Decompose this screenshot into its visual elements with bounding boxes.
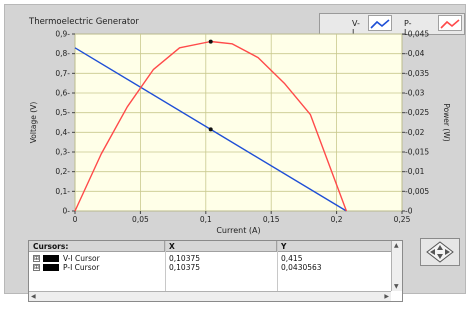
y-tick-label: 0,5- bbox=[55, 108, 70, 117]
cursor-y-value[interactable]: 0,0430563 bbox=[281, 263, 322, 272]
x-tick-label: 0,25 bbox=[394, 215, 411, 224]
y-tick-label: 0- bbox=[63, 207, 71, 216]
y2-tick-label: -0,04 bbox=[405, 49, 425, 58]
horizontal-scrollbar[interactable]: ◀ ▶ bbox=[29, 291, 391, 301]
scroll-left-icon[interactable]: ◀ bbox=[31, 293, 36, 300]
cursor-header-name: Cursors: bbox=[29, 241, 165, 252]
x-tick-label: 0,05 bbox=[132, 215, 149, 224]
y2-tick-label: -0,015 bbox=[405, 148, 429, 157]
cursor-table[interactable]: Cursors: X Y ⊞ V-I Cursor 0,10375 0,415 … bbox=[28, 240, 403, 302]
legend-swatch-pi[interactable] bbox=[438, 15, 462, 31]
cursor-header-x: X bbox=[165, 241, 277, 252]
y-tick-label: 0,6- bbox=[55, 89, 70, 98]
column-divider bbox=[277, 241, 278, 291]
legend-label-pi: P-I bbox=[404, 19, 412, 37]
cursor-header-y: Y bbox=[277, 241, 393, 252]
x-axis-ticks: 0 0,05 0,1 0,15 0,2 0,25 bbox=[73, 211, 411, 224]
x-axis-label: Current (A) bbox=[216, 226, 260, 235]
scroll-right-icon[interactable]: ▶ bbox=[384, 293, 389, 300]
y-tick-label: 0,8- bbox=[55, 49, 70, 58]
y2-tick-label: -0,045 bbox=[405, 30, 429, 39]
expand-icon[interactable]: ⊞ bbox=[33, 255, 40, 262]
legend-swatch-vi[interactable] bbox=[368, 15, 392, 31]
y2-axis-label: Power (W) bbox=[442, 103, 451, 141]
x-tick-label: 0,2 bbox=[331, 215, 343, 224]
column-divider bbox=[165, 241, 166, 291]
y-axis-label: Voltage (V) bbox=[29, 102, 38, 144]
legend-line-pi-icon bbox=[440, 19, 460, 29]
cursor-color-swatch[interactable] bbox=[43, 264, 59, 271]
expand-icon[interactable]: ⊞ bbox=[33, 264, 40, 271]
x-tick-label: 0,15 bbox=[263, 215, 280, 224]
scroll-up-icon[interactable]: ▲ bbox=[394, 242, 399, 249]
cursor-x-value[interactable]: 0,10375 bbox=[169, 254, 201, 263]
y-tick-label: 0,3- bbox=[55, 148, 70, 157]
x-tick-label: 0,1 bbox=[200, 215, 212, 224]
plot-area[interactable] bbox=[74, 33, 403, 212]
cursor-marker-p-i bbox=[208, 39, 213, 44]
y2-tick-label: -0,035 bbox=[405, 69, 429, 78]
y-tick-label: 0,2- bbox=[55, 167, 70, 176]
y-axis-ticks: 0- 0,1- 0,2- 0,3- 0,4- 0,5- 0,6- 0,7- 0,8- 0,9- bbox=[55, 30, 75, 216]
x-tick-label: 0 bbox=[73, 215, 78, 224]
cursor-move-button[interactable] bbox=[420, 238, 460, 266]
vertical-scrollbar[interactable]: ▲ ▼ bbox=[391, 241, 402, 291]
cursor-name: P-I Cursor bbox=[63, 263, 100, 272]
legend-label-vi: V-I bbox=[352, 19, 360, 37]
y2-tick-label: -0,02 bbox=[405, 128, 425, 137]
cursor-y-value[interactable]: 0,415 bbox=[281, 254, 303, 263]
diamond-arrows-icon[interactable] bbox=[421, 239, 459, 265]
y2-tick-label: -0,005 bbox=[405, 187, 429, 196]
y2-tick-label: -0,025 bbox=[405, 108, 429, 117]
y-tick-label: 0,1- bbox=[55, 187, 70, 196]
y-tick-label: 0,9- bbox=[55, 30, 70, 39]
graph-title: Thermoelectric Generator bbox=[29, 17, 139, 27]
scroll-down-icon[interactable]: ▼ bbox=[394, 283, 399, 290]
legend-line-vi-icon bbox=[370, 19, 390, 29]
y2-tick-label: -0,03 bbox=[405, 89, 425, 98]
y2-tick-label: -0,01 bbox=[405, 167, 425, 176]
chart-canvas[interactable]: 0- 0,1- 0,2- 0,3- 0,4- 0,5- 0,6- 0,7- 0,8- 0,9- -… bbox=[0, 0, 470, 240]
cursor-color-swatch[interactable] bbox=[43, 255, 59, 262]
plot-legend[interactable]: V-I P-I bbox=[319, 13, 465, 37]
y2-tick-label: -0 bbox=[405, 207, 413, 216]
y-tick-label: 0,7- bbox=[55, 69, 70, 78]
cursor-name: V-I Cursor bbox=[63, 254, 100, 263]
cursor-markers bbox=[208, 39, 213, 132]
cursor-marker-v-i bbox=[208, 127, 213, 132]
cursor-x-value[interactable]: 0,10375 bbox=[169, 263, 201, 272]
y2-axis-ticks: -0 -0,005 -0,01 -0,015 -0,02 -0,025 -0,03 -0,03… bbox=[402, 30, 429, 216]
y-tick-label: 0,4- bbox=[55, 128, 70, 137]
grid-lines bbox=[74, 33, 403, 212]
